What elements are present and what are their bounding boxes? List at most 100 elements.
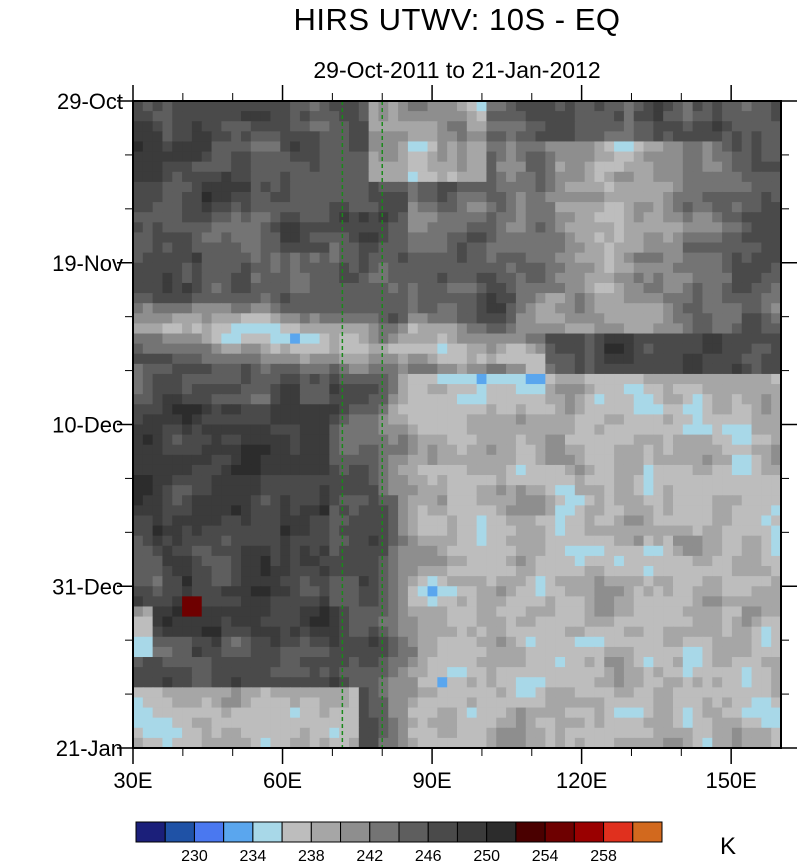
heatmap-cell (761, 535, 772, 547)
heatmap-cell (221, 353, 232, 365)
heatmap-cell (476, 333, 488, 345)
heatmap-cell (525, 131, 537, 143)
heatmap-cell (457, 333, 468, 345)
heatmap-cell (309, 252, 321, 264)
heatmap-cell (280, 151, 291, 163)
heatmap-cell (270, 667, 281, 678)
heatmap-cell (319, 171, 330, 183)
heatmap-cell (201, 282, 213, 294)
heatmap-cell (722, 242, 733, 254)
heatmap-cell (417, 262, 429, 274)
heatmap-cell (290, 707, 301, 719)
heatmap-cell (339, 687, 350, 699)
heatmap-cell (535, 636, 546, 648)
heatmap-cell (152, 323, 164, 335)
heatmap-cell (358, 464, 370, 476)
heatmap-cell (535, 252, 546, 264)
heatmap-cell (290, 363, 301, 375)
heatmap-cell (339, 535, 350, 547)
heatmap-cell (290, 667, 301, 678)
heatmap-cell (692, 252, 704, 264)
heatmap-cell (319, 121, 330, 132)
heatmap-cell (349, 535, 360, 547)
heatmap-cell (604, 566, 615, 577)
heatmap-cell (525, 363, 537, 375)
heatmap-cell (565, 636, 576, 648)
heatmap-cell (250, 535, 262, 547)
heatmap-cell (309, 131, 321, 143)
heatmap-cell (309, 535, 321, 547)
heatmap-cell (633, 313, 645, 325)
heatmap-cell (574, 657, 586, 668)
heatmap-cell (466, 111, 478, 122)
heatmap-cell (682, 606, 694, 618)
heatmap-cell (290, 232, 301, 244)
heatmap-cell (221, 394, 232, 405)
heatmap-cell (329, 485, 340, 496)
heatmap-cell (398, 646, 409, 658)
heatmap-cell (250, 555, 262, 567)
heatmap-cell (309, 737, 321, 749)
heatmap-cell (565, 444, 576, 456)
heatmap-cell (702, 515, 713, 527)
heatmap-cell (545, 232, 556, 244)
heatmap-cell (231, 171, 242, 183)
heatmap-cell (653, 566, 664, 577)
heatmap-cell (623, 505, 635, 517)
heatmap-cell (486, 576, 497, 587)
heatmap-cell (280, 545, 291, 557)
heatmap-cell (172, 242, 183, 254)
y-tick-label: 29-Oct (57, 89, 123, 114)
heatmap-cell (290, 394, 301, 405)
heatmap-cell (496, 717, 507, 729)
heatmap-cell (241, 636, 252, 648)
heatmap-cell (290, 333, 301, 345)
heatmap-cell (368, 232, 380, 244)
heatmap-cell (201, 737, 213, 749)
heatmap-cell (574, 313, 586, 325)
heatmap-cell (260, 434, 272, 446)
heatmap-cell (437, 293, 448, 304)
heatmap-cell (535, 545, 546, 557)
heatmap-cell (682, 232, 694, 244)
heatmap-cell (437, 333, 448, 345)
colorbar-label: 238 (298, 848, 325, 864)
heatmap-cell (741, 667, 753, 678)
heatmap-cell (299, 444, 311, 456)
heatmap-cell (515, 485, 527, 496)
heatmap-cell (309, 353, 321, 365)
heatmap-cell (614, 555, 625, 567)
heatmap-cell (515, 141, 527, 153)
heatmap-cell (329, 677, 340, 688)
heatmap-cell (211, 212, 222, 223)
heatmap-cell (407, 141, 419, 153)
heatmap-cell (653, 737, 664, 749)
heatmap-cell (653, 555, 664, 567)
heatmap-cell (221, 555, 232, 567)
heatmap-cell (299, 394, 311, 405)
heatmap-cell (378, 495, 389, 506)
heatmap-cell (545, 323, 556, 335)
heatmap-cell (182, 181, 193, 193)
heatmap-cell (614, 303, 625, 314)
heatmap-cell (771, 586, 782, 597)
heatmap-cell (614, 181, 625, 193)
heatmap-cell (349, 424, 360, 436)
heatmap-cell (427, 424, 438, 436)
heatmap-cell (231, 191, 242, 203)
heatmap-cell (584, 515, 596, 527)
heatmap-cell (731, 687, 743, 699)
heatmap-cell (633, 141, 645, 153)
heatmap-cell (682, 616, 694, 628)
heatmap-cell (457, 171, 468, 183)
heatmap-cell (191, 353, 203, 365)
heatmap-cell (731, 131, 743, 143)
heatmap-cell (771, 212, 782, 223)
heatmap-cell (604, 596, 615, 608)
heatmap-cell (211, 717, 222, 729)
heatmap-cell (751, 313, 762, 325)
heatmap-cell (221, 515, 232, 527)
heatmap-cell (466, 667, 478, 678)
heatmap-cell (142, 181, 154, 193)
heatmap-cell (407, 707, 419, 719)
